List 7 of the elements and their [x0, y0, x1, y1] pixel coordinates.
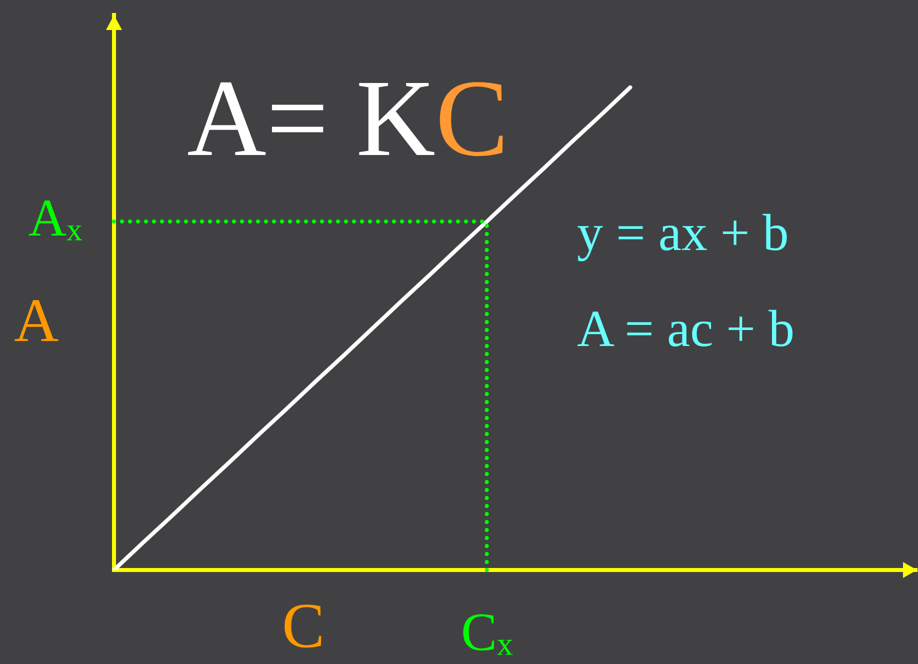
annotation: Cₓ — [460, 602, 513, 662]
y-axis-title: A — [14, 287, 59, 355]
annotation: A = ac + b — [577, 301, 794, 358]
chart-title: A= KC — [187, 57, 509, 179]
x-axis-title: C — [282, 590, 325, 661]
ref-line-label: Aₓ — [28, 190, 83, 248]
annotation: y = ax + b — [577, 205, 789, 262]
